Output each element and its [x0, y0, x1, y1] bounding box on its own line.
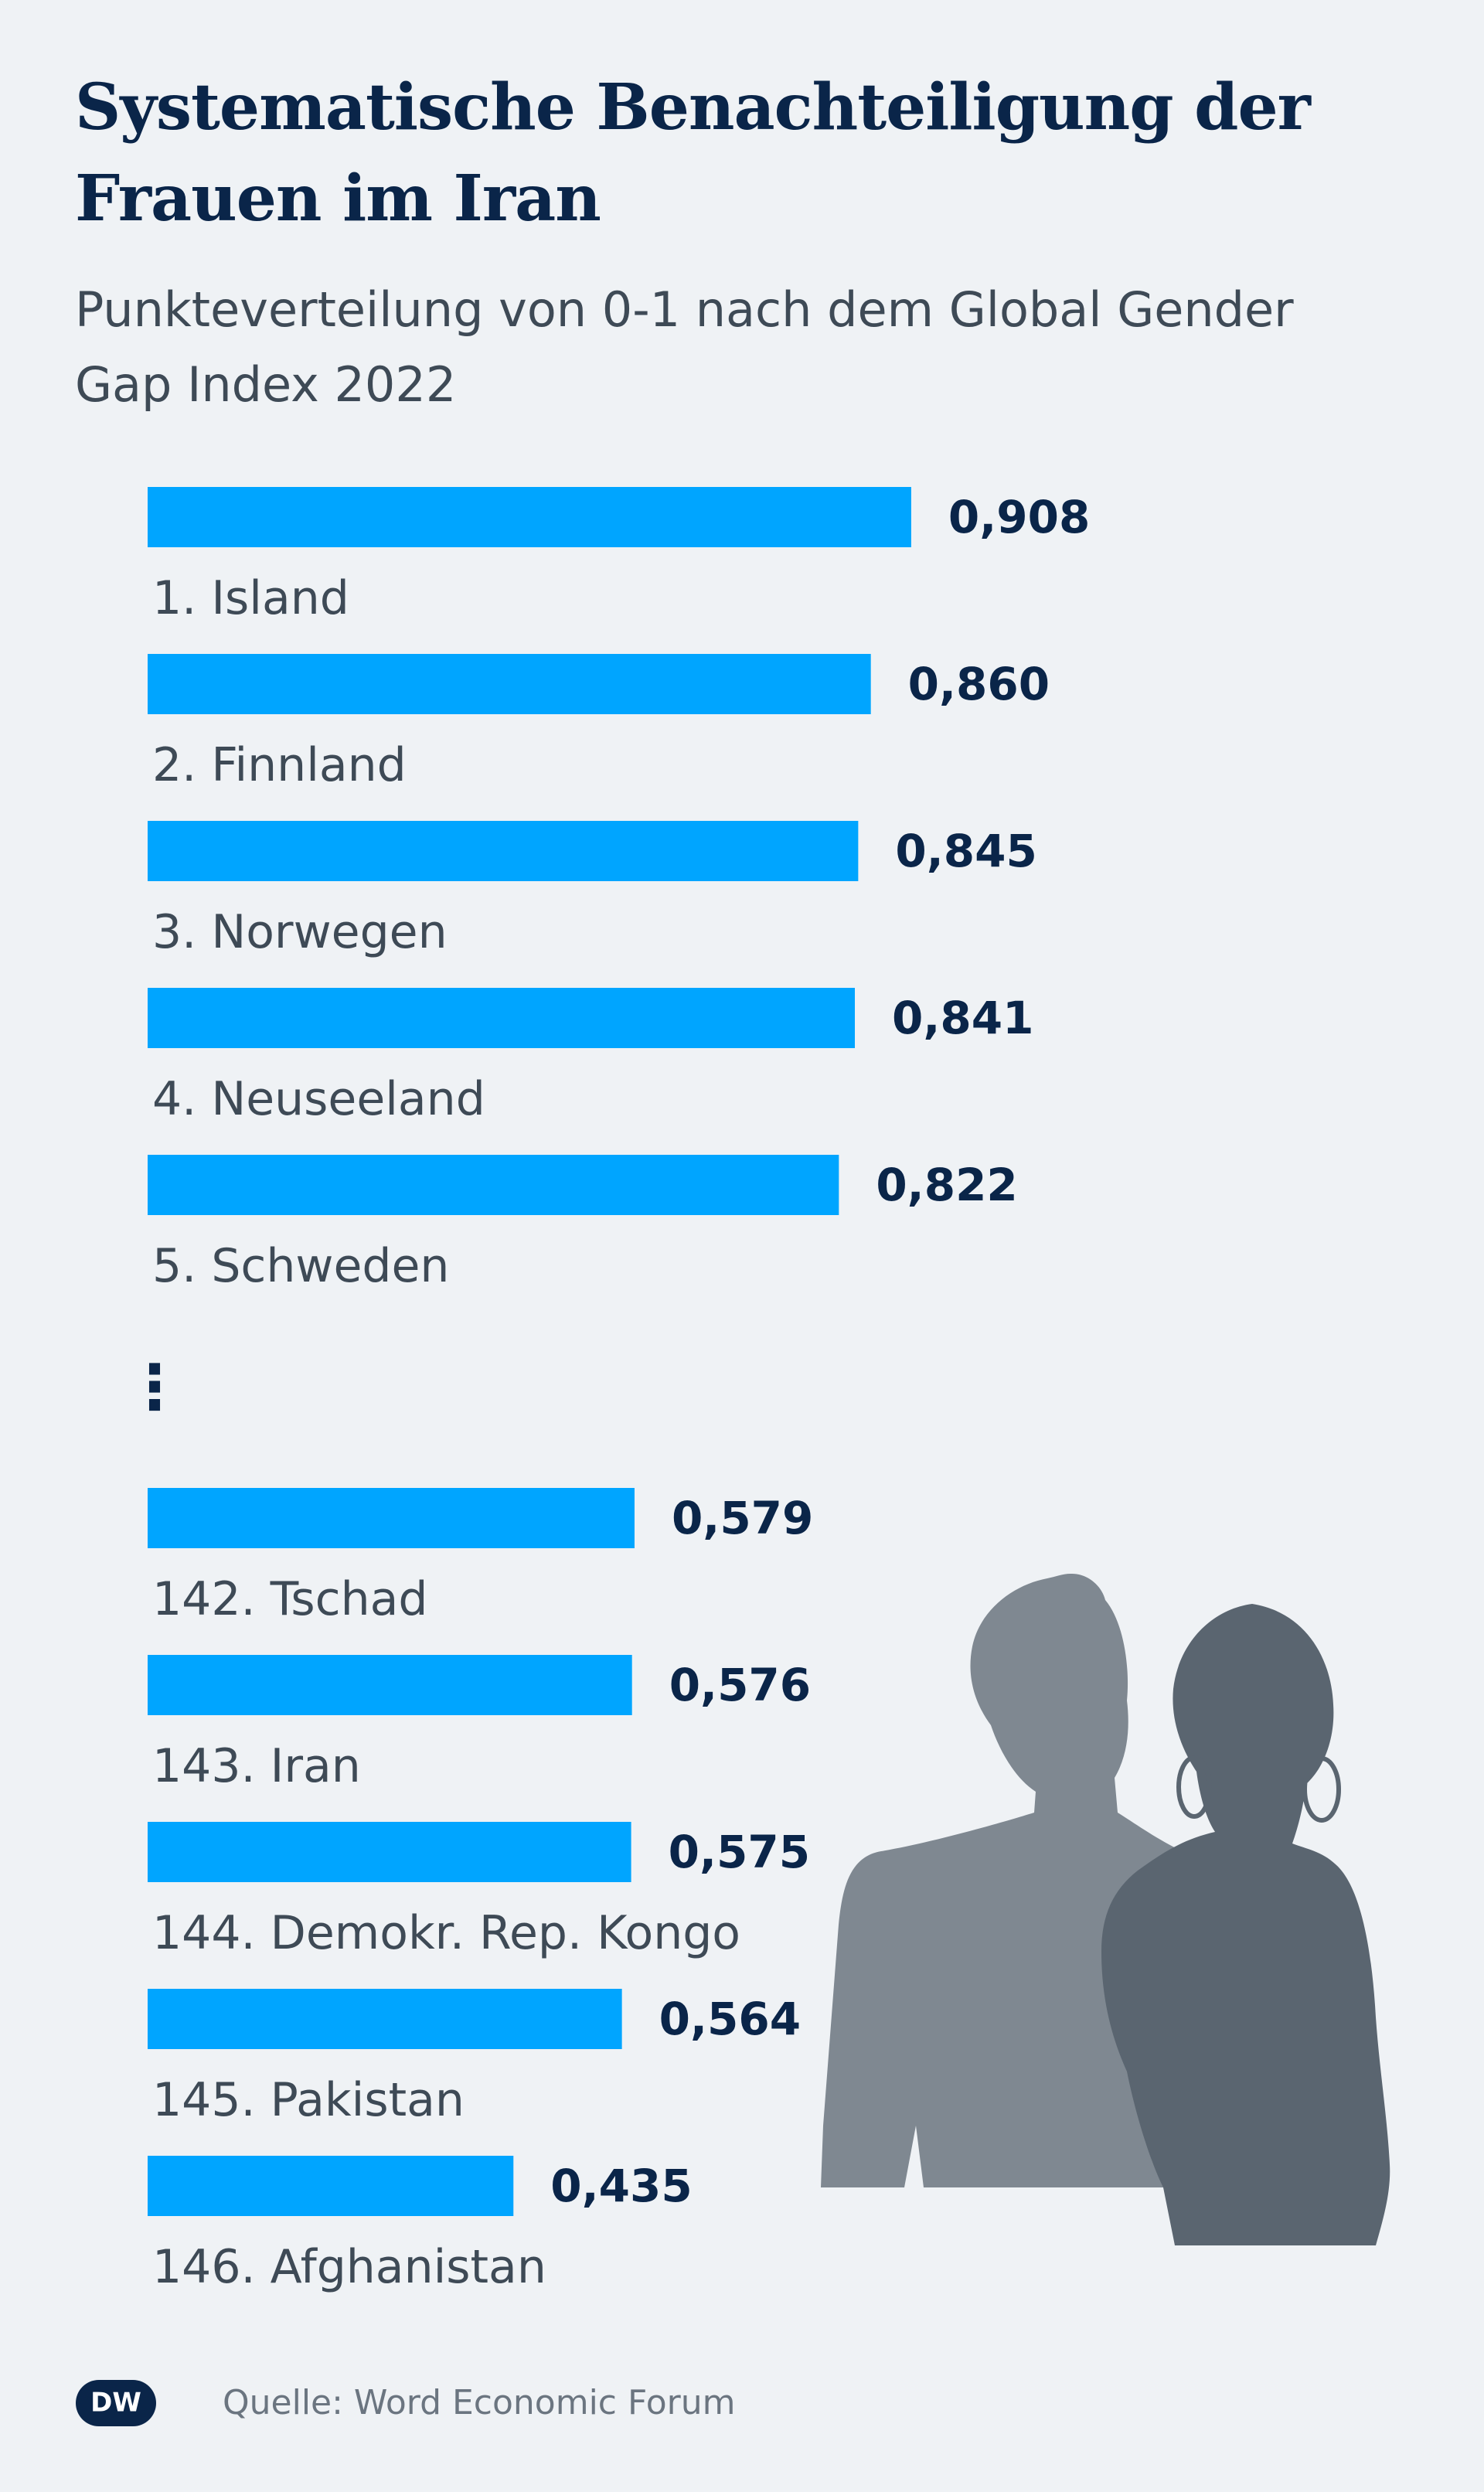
category-label: 4. Neuseeland: [152, 1072, 485, 1126]
category-label: 142. Tschad: [152, 1572, 428, 1626]
value-label: 0,845: [895, 825, 1036, 877]
category-label: 2. Finnland: [152, 738, 407, 792]
chart-subtitle: Punkteverteilung von 0-1 nach dem Global…: [75, 281, 1294, 413]
bar: [148, 1822, 631, 1882]
category-label: 5. Schweden: [152, 1239, 449, 1293]
value-label: 0,908: [948, 491, 1090, 543]
bar: [148, 487, 911, 547]
value-label: 0,576: [669, 1659, 811, 1711]
bar: [148, 1155, 839, 1215]
dw-logo-text: DW: [90, 2388, 141, 2419]
earring-right-icon: [1302, 1756, 1341, 1823]
gap-marker: ⋮: [124, 1351, 186, 1423]
man-silhouette: [821, 1573, 1190, 2187]
value-label: 0,575: [669, 1826, 810, 1878]
bar: [148, 654, 871, 714]
earring-left-icon: [1176, 1755, 1212, 1819]
bar: [148, 1655, 632, 1715]
category-label: 144. Demokr. Rep. Kongo: [152, 1906, 740, 1960]
value-label: 0,822: [876, 1159, 1017, 1211]
category-label: 3. Norwegen: [152, 905, 448, 959]
bar: [148, 2156, 514, 2216]
woman-silhouette: [1101, 1604, 1390, 2245]
category-label: 143. Iran: [152, 1739, 361, 1793]
source-note: Quelle: Word Economic Forum: [223, 2383, 736, 2422]
gap-ellipsis: ⋮: [124, 1351, 186, 1423]
category-label: 145. Pakistan: [152, 2073, 465, 2127]
value-label: 0,860: [908, 658, 1050, 710]
dw-logo: DW: [76, 2380, 156, 2426]
value-label: 0,564: [659, 1993, 801, 2045]
chart-title: Systematische Benachteiligung der Frauen…: [75, 70, 1311, 236]
value-label: 0,579: [672, 1492, 813, 1544]
value-label: 0,435: [550, 2160, 692, 2212]
category-label: 146. Afghanistan: [152, 2240, 546, 2294]
value-label: 0,841: [892, 992, 1033, 1044]
category-label: 1. Island: [152, 571, 349, 625]
people-silhouette-illustration: [821, 1573, 1390, 2245]
bar: [148, 1488, 635, 1548]
bar: [148, 821, 859, 881]
bar: [148, 988, 856, 1048]
bars-layer: 0,908 1. Island 0,860 2. Finnland 0,845 3. No…: [148, 487, 1090, 2294]
bar: [148, 1989, 622, 2049]
